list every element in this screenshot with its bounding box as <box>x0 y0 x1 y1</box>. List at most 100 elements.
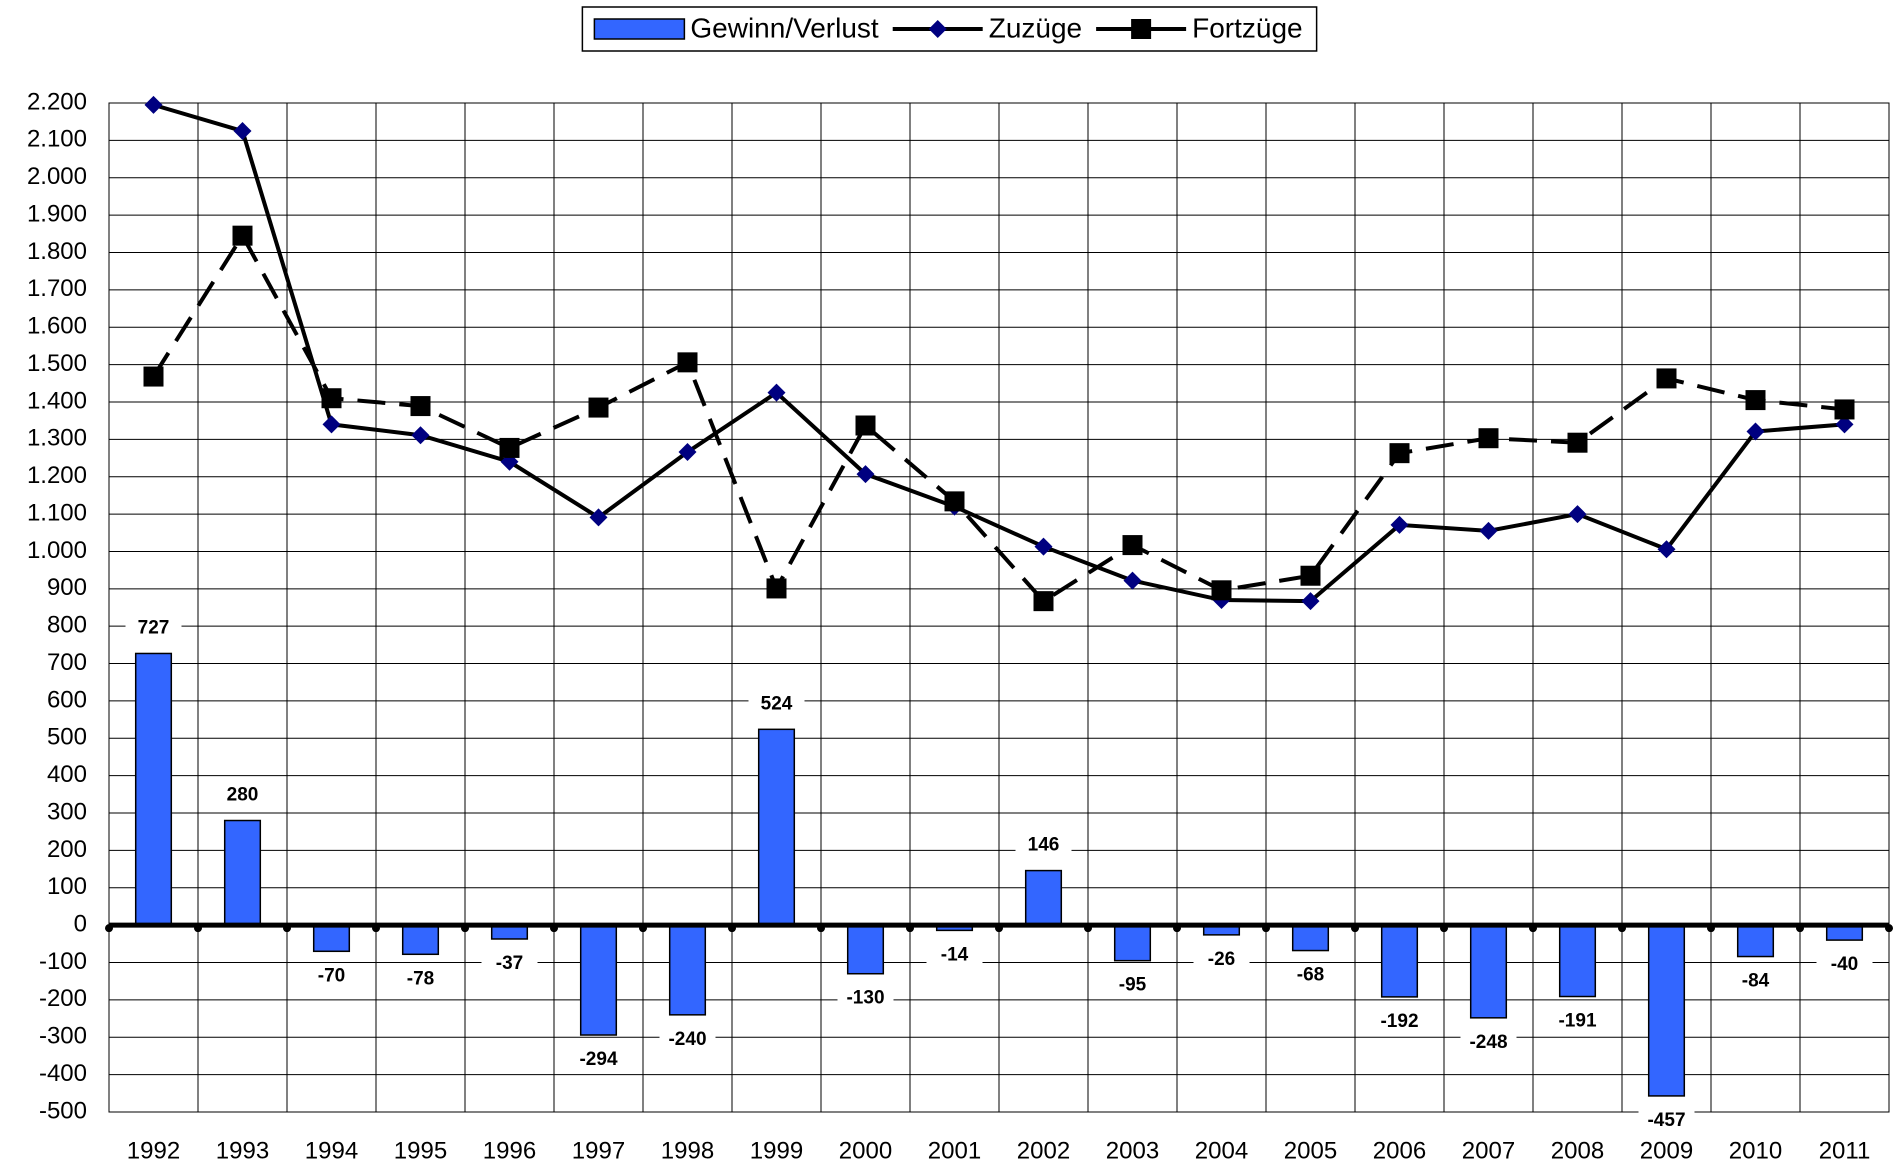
marker <box>1745 390 1766 411</box>
y-tick-label: 1.300 <box>27 425 87 452</box>
axis-tick <box>283 924 291 933</box>
y-tick-label: 0 <box>74 910 87 937</box>
value-label: -248 <box>1469 1032 1507 1053</box>
legend-marker <box>928 20 947 38</box>
value-label: 727 <box>138 617 170 638</box>
y-tick-label: -100 <box>39 948 87 975</box>
y-tick-label: 100 <box>47 873 87 900</box>
marker <box>1211 580 1232 601</box>
value-label-bg <box>748 692 805 717</box>
axis-tick <box>1885 924 1893 933</box>
bar <box>1469 924 1508 1019</box>
bar <box>579 924 618 1036</box>
value-label-bg <box>659 1027 716 1052</box>
value-label: -78 <box>407 968 434 989</box>
legend-label: Fortzüge <box>1192 12 1303 43</box>
value-label: -95 <box>1119 975 1147 996</box>
marker <box>589 508 608 527</box>
marker <box>855 415 876 436</box>
value-label-bg <box>1371 1009 1428 1034</box>
marker <box>767 383 786 402</box>
value-label-bg <box>125 616 182 641</box>
marker <box>1033 591 1054 612</box>
y-tick-label: -200 <box>39 985 87 1012</box>
y-tick-label: 2.000 <box>27 163 87 190</box>
marker <box>1300 565 1321 586</box>
marker <box>232 225 253 246</box>
value-label: 524 <box>761 693 793 714</box>
y-tick-label: 1.600 <box>27 313 87 340</box>
marker <box>1478 428 1499 449</box>
plot-frame <box>108 102 1890 1113</box>
axis-tick <box>728 924 736 933</box>
marker <box>1746 422 1765 441</box>
y-tick-label: 1.200 <box>27 462 87 489</box>
value-label: -192 <box>1380 1011 1418 1032</box>
bar <box>134 652 173 926</box>
value-label: -26 <box>1208 949 1235 970</box>
x-tick-label: 2002 <box>1017 1137 1070 1164</box>
bar <box>757 728 796 926</box>
x-tick-label: 2000 <box>839 1137 892 1164</box>
marker <box>766 578 787 599</box>
x-tick-label: 1994 <box>305 1137 358 1164</box>
axis-tick <box>995 924 1003 933</box>
x-tick-label: 1995 <box>394 1137 447 1164</box>
value-label: 146 <box>1028 835 1060 856</box>
y-tick-label: 300 <box>47 798 87 825</box>
marker <box>233 122 252 141</box>
y-tick-label: 1.100 <box>27 499 87 526</box>
x-tick-label: 1998 <box>661 1137 714 1164</box>
marker <box>1834 399 1855 420</box>
bar <box>1380 924 1419 998</box>
marker <box>677 352 698 373</box>
axis-tick <box>461 924 469 933</box>
marker <box>1390 515 1409 534</box>
y-tick-label: 1.000 <box>27 537 87 564</box>
line <box>152 102 1845 604</box>
value-label-bg <box>1727 969 1784 994</box>
x-tick-label: 2003 <box>1106 1137 1159 1164</box>
marker <box>1656 368 1677 389</box>
value-label: -84 <box>1742 971 1770 992</box>
axis-tick <box>1796 924 1804 933</box>
value-label: -70 <box>318 965 345 986</box>
y-tick-label: 700 <box>47 649 87 676</box>
value-label-bg <box>1015 833 1072 858</box>
value-label: -40 <box>1831 954 1858 975</box>
legend-swatch <box>593 18 686 40</box>
marker <box>1835 415 1854 434</box>
x-tick-label: 2009 <box>1640 1137 1693 1164</box>
axis-tick <box>1529 924 1537 933</box>
y-tick-label: 1.900 <box>27 200 87 227</box>
marker <box>1301 592 1320 611</box>
y-tick-label: 600 <box>47 686 87 713</box>
x-tick-label: 2008 <box>1551 1137 1604 1164</box>
marker <box>321 388 342 409</box>
bar <box>401 924 440 956</box>
bar <box>1647 924 1686 1097</box>
value-label-bg <box>214 783 271 808</box>
bar <box>1558 924 1597 998</box>
line <box>151 231 1845 604</box>
axis-tick <box>1262 924 1270 933</box>
value-label-bg <box>1193 947 1250 972</box>
value-label-bg <box>1104 973 1161 998</box>
legend-marker <box>1131 19 1152 39</box>
value-label-bg <box>1282 963 1339 988</box>
y-tick-label: 1.800 <box>27 238 87 265</box>
marker <box>1479 521 1498 540</box>
marker <box>410 396 431 417</box>
marker <box>499 437 520 458</box>
x-tick-label: 2010 <box>1729 1137 1782 1164</box>
axis-tick <box>550 924 558 933</box>
value-label: -294 <box>579 1049 617 1070</box>
value-label-bg <box>926 943 983 968</box>
marker <box>1568 505 1587 524</box>
axis-tick <box>1084 924 1092 933</box>
marker <box>1567 432 1588 453</box>
y-tick-label: 400 <box>47 761 87 788</box>
x-tick-label: 1992 <box>127 1137 180 1164</box>
marker <box>144 95 163 114</box>
